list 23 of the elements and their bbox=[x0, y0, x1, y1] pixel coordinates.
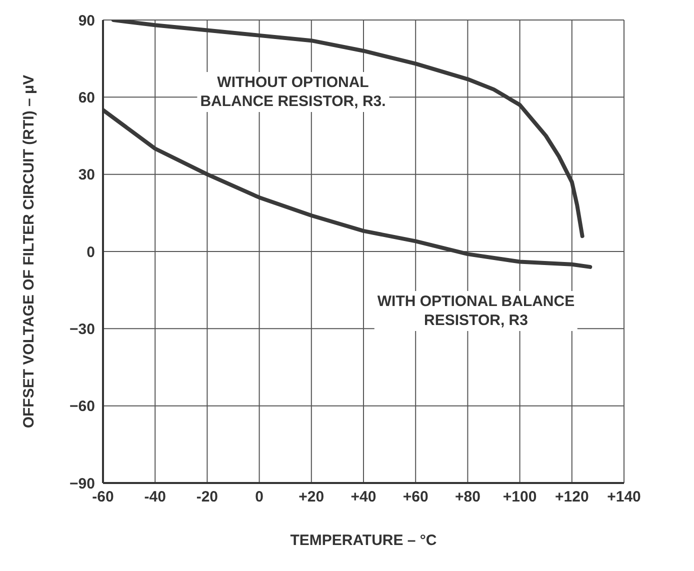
y-tick-label: −30 bbox=[70, 320, 95, 338]
x-tick-label: +40 bbox=[350, 488, 376, 506]
x-axis-title: TEMPERATURE – °C bbox=[290, 532, 437, 549]
annotation: WITH OPTIONAL BALANCE RESISTOR, R3 bbox=[374, 291, 578, 331]
y-tick-label: 30 bbox=[78, 166, 95, 184]
x-tick-label: +60 bbox=[402, 488, 428, 506]
x-tick-label: +100 bbox=[502, 488, 537, 506]
x-tick-label: +140 bbox=[607, 488, 641, 506]
x-tick-label: -20 bbox=[196, 488, 218, 506]
x-tick-label: 0 bbox=[255, 488, 264, 506]
y-tick-label: −90 bbox=[70, 475, 95, 492]
x-tick-label: +120 bbox=[555, 488, 589, 506]
annotation: WITHOUT OPTIONAL BALANCE RESISTOR, R3. bbox=[197, 72, 389, 112]
line-series bbox=[111, 20, 584, 238]
x-tick-label: +80 bbox=[454, 488, 480, 506]
y-axis-title: OFFSET VOLTAGE OF FILTER CIRCUIT (RTI) – μV bbox=[20, 74, 38, 428]
x-tick-label: -40 bbox=[144, 488, 166, 506]
x-tick-label: -60 bbox=[92, 488, 114, 506]
y-tick-label: 90 bbox=[78, 12, 95, 30]
y-tick-label: 0 bbox=[86, 244, 95, 261]
x-tick-label: +20 bbox=[298, 488, 324, 506]
y-tick-label: 60 bbox=[78, 89, 95, 106]
y-tick-label: −60 bbox=[70, 398, 95, 416]
